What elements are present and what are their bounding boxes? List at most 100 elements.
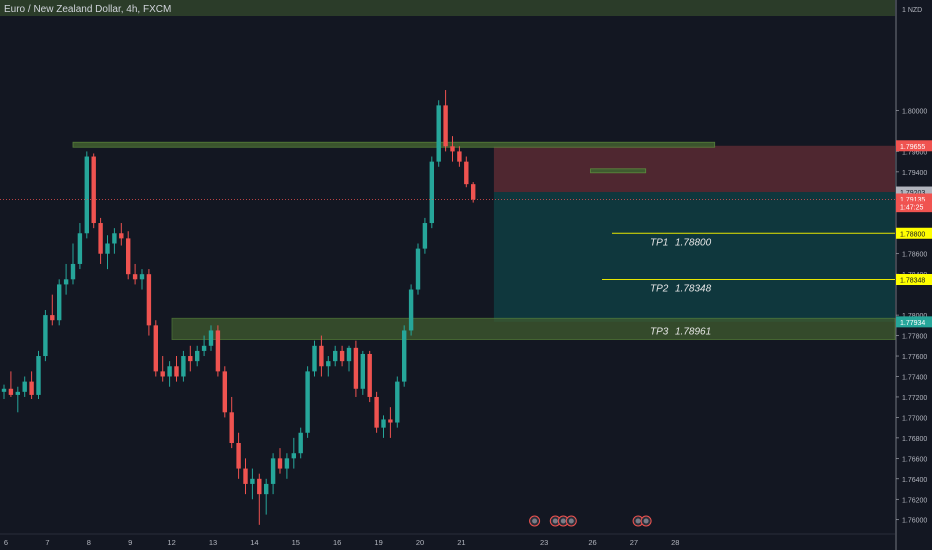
candle-body xyxy=(153,325,158,372)
take-profit-area[interactable] xyxy=(493,192,895,322)
candle-body xyxy=(236,442,241,469)
candle-body xyxy=(443,105,448,147)
price-label-text: 1:47:25 xyxy=(900,205,923,212)
price-label-tag xyxy=(896,316,932,328)
candles-layer xyxy=(1,90,476,525)
price-label-tag xyxy=(896,193,932,205)
candle-body xyxy=(43,315,48,357)
price-tick-label: 1.80000 xyxy=(902,108,927,115)
candle-body xyxy=(305,371,310,433)
candle-body xyxy=(436,105,441,162)
candle-body xyxy=(29,381,34,395)
axis-currency-label: 1 NZD xyxy=(902,7,922,14)
candle-body xyxy=(146,274,152,326)
candle-body xyxy=(429,161,434,224)
candle-body xyxy=(339,350,345,362)
candle-body xyxy=(215,330,221,372)
time-tick-label: 7 xyxy=(45,538,49,547)
chart-title: Euro / New Zealand Dollar, 4h, FXCM xyxy=(4,4,172,15)
event-marker-dot xyxy=(568,518,574,524)
time-tick-label: 27 xyxy=(630,538,638,547)
price-label-text: 1.79135 xyxy=(900,197,925,204)
candle-body xyxy=(112,233,117,244)
price-tick-label: 1.76400 xyxy=(902,477,927,484)
time-tick-label: 15 xyxy=(292,538,300,547)
candle-body xyxy=(70,263,76,280)
price-tick-label: 1.77400 xyxy=(902,374,927,381)
candle-body xyxy=(174,366,179,377)
stop-loss-area[interactable] xyxy=(493,145,895,193)
candle-body xyxy=(264,483,269,495)
candle-body xyxy=(250,478,255,484)
time-tick-label: 16 xyxy=(333,538,341,547)
candle-body xyxy=(1,388,7,392)
candle-body xyxy=(312,345,317,372)
candle-body xyxy=(464,161,469,185)
candle-body xyxy=(15,391,20,395)
candle-body xyxy=(415,248,421,290)
event-marker-dot xyxy=(560,518,566,524)
price-tick-label: 1.77600 xyxy=(902,354,927,361)
time-tick-label: 8 xyxy=(87,538,91,547)
candle-body xyxy=(57,284,62,321)
candle-body xyxy=(277,458,283,469)
take-profit-label: TP1 xyxy=(650,237,668,248)
candle-body xyxy=(63,279,69,285)
candle-body xyxy=(450,146,455,152)
price-label-tag xyxy=(896,140,932,152)
minor-zone[interactable] xyxy=(590,168,647,174)
time-tick-label: 21 xyxy=(457,538,465,547)
top-range-band xyxy=(0,0,895,16)
event-marker-dot xyxy=(635,518,641,524)
take-profit-value: 1.78800 xyxy=(675,237,712,248)
price-label-text: 1.79655 xyxy=(900,144,925,151)
price-label-tag xyxy=(896,186,932,198)
candle-body xyxy=(270,458,276,484)
price-tick-label: 1.79600 xyxy=(902,149,927,156)
candle-body xyxy=(50,315,55,321)
candle-body xyxy=(471,184,476,200)
candle-body xyxy=(201,345,207,351)
time-tick-label: 23 xyxy=(540,538,548,547)
event-marker-dot xyxy=(643,518,649,524)
time-tick-label: 26 xyxy=(588,538,596,547)
candle-body xyxy=(422,223,428,249)
candle-body xyxy=(346,347,352,362)
time-axis[interactable]: 6 7 8 9 12 13 14 15 16 19 20 21 23 26 27 28 xyxy=(0,533,895,547)
candle-body xyxy=(208,330,214,346)
candle-body xyxy=(457,151,462,162)
time-tick-label: 12 xyxy=(167,538,175,547)
candle-body xyxy=(36,356,41,395)
price-tick-label: 1.77000 xyxy=(902,415,927,422)
price-tick-label: 1.77200 xyxy=(902,395,927,402)
candle-body xyxy=(181,356,186,377)
price-tick-label: 1.76800 xyxy=(902,436,927,443)
take-profit-value: 1.78348 xyxy=(675,284,712,295)
time-tick-label: 9 xyxy=(128,538,132,547)
support-zone[interactable] xyxy=(171,317,896,340)
candle-body xyxy=(353,347,359,389)
time-tick-label: 20 xyxy=(416,538,424,547)
candle-body xyxy=(243,468,248,484)
candle-body xyxy=(257,478,262,495)
take-profit-label: TP2 xyxy=(650,284,669,295)
candle-body xyxy=(132,274,138,280)
time-tick-label: 28 xyxy=(671,538,679,547)
price-axis[interactable]: 1 NZD1.800001.796001.794001.786001.78400… xyxy=(895,0,932,550)
price-tick-label: 1.76000 xyxy=(902,518,927,525)
take-profit-value: 1.78961 xyxy=(675,326,711,337)
candle-body xyxy=(229,412,234,443)
candle-body xyxy=(77,233,83,264)
candle-body xyxy=(84,156,89,234)
candle-body xyxy=(98,223,103,254)
candle-body xyxy=(91,156,96,224)
candle-body xyxy=(22,381,27,392)
event-marker-dot xyxy=(532,518,538,524)
resistance-zone[interactable] xyxy=(72,141,716,148)
candle-body xyxy=(188,356,193,362)
price-tick-label: 1.79400 xyxy=(902,170,927,177)
time-tick-label: 19 xyxy=(374,538,382,547)
time-tick-label: 13 xyxy=(209,538,217,547)
time-tick-label: 6 xyxy=(4,538,8,547)
